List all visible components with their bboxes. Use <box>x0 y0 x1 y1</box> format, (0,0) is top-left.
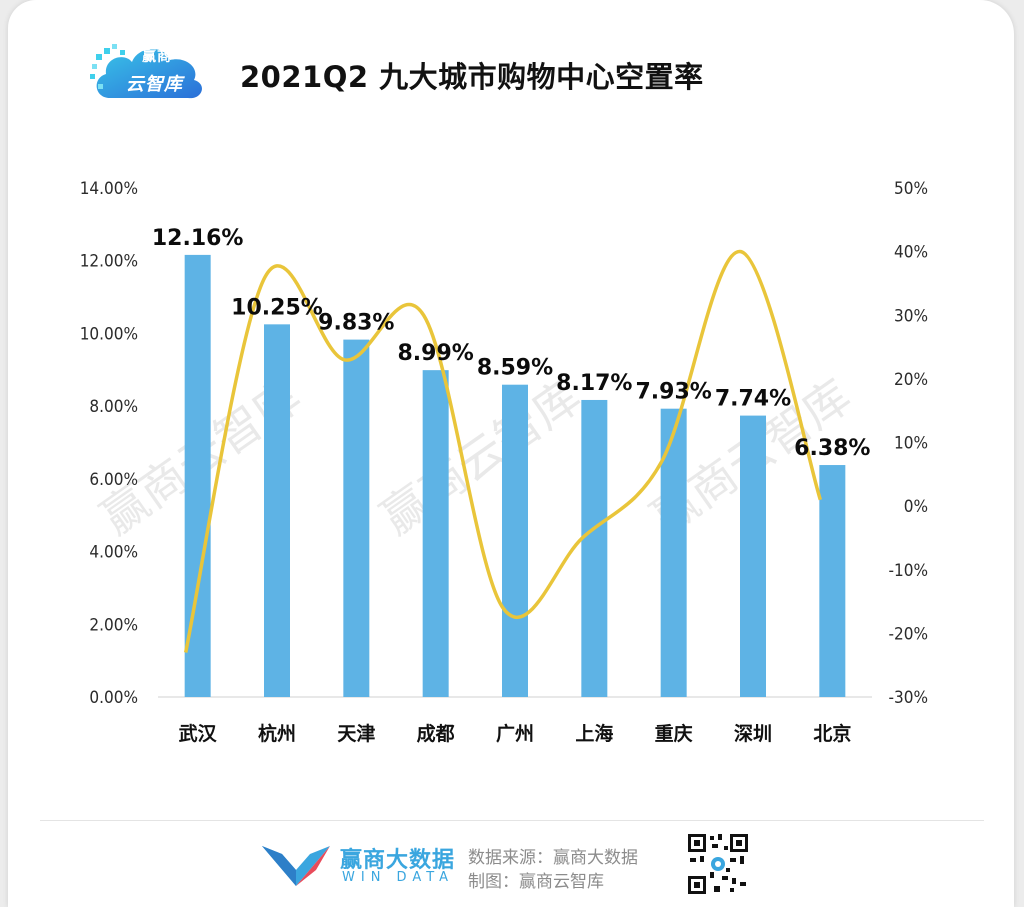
bar-data-label: 7.93% <box>636 380 712 405</box>
category-label: 上海 <box>575 722 613 745</box>
bar <box>343 339 370 697</box>
right-axis-tick-label: 10% <box>894 434 928 454</box>
bar <box>740 415 766 697</box>
left-axis-tick-label: 6.00% <box>89 470 138 490</box>
chart-title: 2021Q2 九大城市购物中心空置率 <box>240 60 704 94</box>
category-label: 重庆 <box>655 722 693 745</box>
bar <box>819 465 846 697</box>
bar-data-label: 8.59% <box>477 356 553 381</box>
left-axis-tick-label: 4.00% <box>89 543 138 563</box>
category-label: 杭州 <box>258 722 296 745</box>
logo-text-bottom: 云智库 <box>126 74 183 95</box>
logo-text-top: 赢商 <box>142 49 172 65</box>
left-axis-tick-label: 8.00% <box>89 397 138 417</box>
category-label: 武汉 <box>179 723 218 745</box>
category-label: 北京 <box>813 722 851 745</box>
right-axis-tick-label: 40% <box>894 243 928 263</box>
category-label: 成都 <box>417 722 455 745</box>
brand-name-en: WIN DATA <box>342 870 455 885</box>
right-axis-tick-label: -20% <box>888 624 928 644</box>
right-axis-tick-label: -30% <box>888 688 928 708</box>
left-axis-tick-label: 14.00% <box>80 179 138 199</box>
right-axis: -30% -20% -10% 0% 10% 20% 30% 40% 50% <box>888 179 928 708</box>
category-label: 天津 <box>337 722 375 745</box>
right-axis-tick-label: 0% <box>904 497 928 517</box>
right-axis-tick-label: 50% <box>894 179 928 199</box>
bar-data-label: 7.74% <box>715 387 791 412</box>
right-axis-tick-label: 20% <box>894 370 928 390</box>
bar-data-label: 8.99% <box>398 341 474 366</box>
cloud-logo-icon <box>90 44 202 99</box>
bar <box>422 370 449 697</box>
bar-data-label: 6.38% <box>794 436 870 461</box>
bar-data-label: 12.16% <box>152 226 244 251</box>
category-axis-labels: 武汉 杭州 天津 成都 广州 上海 重庆 深圳 北京 <box>179 722 852 745</box>
left-axis-tick-label: 0.00% <box>89 688 138 708</box>
bar-data-label: 8.17% <box>556 371 632 396</box>
right-axis-tick-label: 30% <box>894 306 928 326</box>
line-series <box>183 249 823 653</box>
bar-data-label: 9.83% <box>318 311 394 336</box>
bar <box>264 324 290 697</box>
category-label: 深圳 <box>734 722 772 745</box>
bar <box>502 384 528 697</box>
bar <box>184 254 211 697</box>
left-axis-tick-label: 10.00% <box>80 324 138 344</box>
qr-code-icon <box>686 832 750 896</box>
bar-series <box>184 254 846 697</box>
bar-data-label: 10.25% <box>231 295 323 320</box>
chart-maker-text: 制图：赢商云智库 <box>468 872 604 892</box>
bar <box>581 399 608 697</box>
brand-name: 赢商大数据 <box>340 848 456 873</box>
win-data-logo-icon <box>262 846 330 886</box>
left-axis-tick-label: 2.00% <box>89 615 138 635</box>
left-axis: 0.00% 2.00% 4.00% 6.00% 8.00% 10.00% 12.00% 14.… <box>80 179 138 708</box>
data-label-group: 12.16% 10.25%9.83%8.99%8.59%8.17% 7.93% 7.7… <box>152 226 871 461</box>
right-axis-tick-label: -10% <box>888 561 928 581</box>
data-source-text: 数据来源：赢商大数据 <box>468 848 638 868</box>
footer-divider <box>40 820 984 821</box>
category-label: 广州 <box>496 722 534 745</box>
left-axis-tick-label: 12.00% <box>80 252 138 272</box>
